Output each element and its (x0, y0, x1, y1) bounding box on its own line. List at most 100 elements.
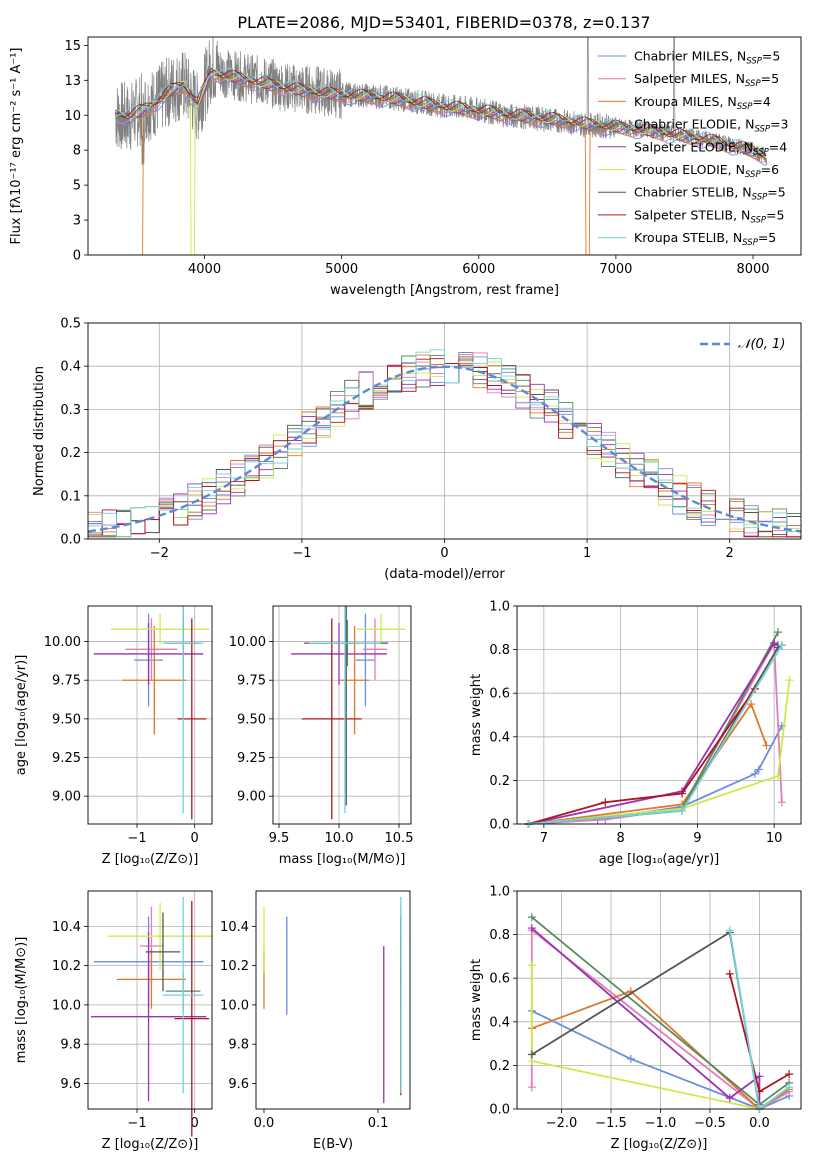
weight-marker (754, 765, 763, 774)
weight-marker (725, 926, 734, 935)
weight-marker (678, 789, 687, 798)
residuals-ytick-label: 0.0 (60, 533, 81, 548)
age_vs_mass-xtick-label: 10.5 (385, 831, 414, 846)
weight_vs_Z-xtick-label: −1.0 (645, 1116, 677, 1131)
normal-reference-curve (87, 365, 802, 533)
weight_vs_age-ytick-label: 0.4 (489, 730, 510, 745)
mass_vs_Z-ylabel: mass [log₁₀(M/M⊙)] (14, 937, 29, 1064)
mass_vs_Z-grid (88, 891, 212, 1109)
spectrum-panel: 4000 5000 6000 7000 8000 0 3 5 8 10 13 15 wavelength… (9, 36, 802, 298)
legend-label: Salpeter MILES, NSSP=5 (634, 71, 779, 89)
age_vs_Z-xtick-label: 0 (191, 831, 199, 846)
weight-series-6 (528, 679, 791, 825)
residuals-xtick-label: 1 (583, 546, 591, 561)
weight-marker (762, 741, 771, 750)
age_vs_Z-frame (87, 605, 213, 825)
spectrum-ytick-label: 5 (73, 179, 81, 194)
spectrum-xtick-label: 7000 (599, 262, 632, 277)
weight_vs_age-xtick-label: 8 (616, 831, 624, 846)
weight_vs_Z-panel: −2.0 −1.5 −1.0 −0.5 0.0 0.0 0.2 0.4 0.6 0.8 1.0 Z [… (469, 885, 802, 1152)
mass_vs_Z-ytick-label: 9.8 (60, 1038, 81, 1053)
legend-label: Kroupa MILES, NSSP=4 (634, 94, 771, 112)
age_vs_mass-grid (273, 606, 411, 824)
mass_vs_ebv-xtick-label: 0.0 (254, 1116, 275, 1131)
mass_vs_Z-xtick-label: 0 (191, 1116, 199, 1131)
residuals-ytick-label: 0.4 (60, 360, 81, 375)
weight_vs_age-ytick-label: 0.6 (489, 687, 510, 702)
weight_vs_age-xlabel: age [log₁₀(age/yr)] (599, 852, 720, 867)
residuals-plot-area (87, 349, 802, 538)
age_vs_Z-ytick-label: 9.50 (52, 712, 81, 727)
age_vs_mass-xtick-label: 9.5 (269, 831, 290, 846)
weight-marker (750, 769, 759, 778)
legend-label: Chabrier MILES, NSSP=5 (634, 49, 780, 67)
weight-marker (626, 1054, 635, 1063)
age_vs_Z-ytick-label: 9.25 (52, 751, 81, 766)
residual-histogram-5 (88, 359, 801, 538)
weight_vs_Z-ytick-label: 0.2 (489, 1059, 510, 1074)
model-line-9 (115, 67, 767, 154)
spectrum-ytick-label: 15 (64, 39, 81, 54)
age_vs_mass-frame (272, 605, 412, 825)
weight-series-8 (528, 688, 756, 825)
weight-marker (785, 1070, 794, 1079)
figure-title: PLATE=2086, MJD=53401, FIBERID=0378, z=0… (237, 13, 650, 32)
weight_vs_Z-plot-area (527, 913, 794, 1113)
weight_vs_Z-ytick-label: 0.0 (489, 1103, 510, 1118)
weight-series-4 (528, 631, 779, 825)
weight-marker (527, 961, 536, 970)
weight-series-1 (531, 1010, 790, 1110)
weight_vs_age-ytick-label: 0.0 (489, 818, 510, 833)
age_vs_Z-plot-area (93, 606, 210, 820)
weight-marker (785, 676, 794, 685)
age_vs_mass-ytick-label: 9.25 (237, 751, 266, 766)
observed-spectrum-line (115, 37, 768, 166)
spectrum-lines (115, 37, 768, 255)
legend-label: Chabrier ELODIE, NSSP=3 (634, 117, 789, 135)
spectrum-plot-area (115, 37, 768, 255)
weight_vs_Z-xtick-label: −0.5 (694, 1116, 726, 1131)
weight-marker (527, 924, 536, 933)
weight_vs_age-xtick-label: 7 (540, 831, 548, 846)
age_vs_Z-grid (88, 606, 212, 824)
weight_vs_Z-xlabel: Z [log₁₀(Z/Z⊙)] (611, 1137, 708, 1152)
weight-marker (725, 969, 734, 978)
age_vs_Z-ylabel: age [log₁₀(age/yr)] (14, 655, 29, 776)
weight-marker (725, 1094, 734, 1103)
residuals-ytick-label: 0.5 (60, 317, 81, 332)
weight_vs_age-xtick-label: 9 (693, 831, 701, 846)
residuals-ylabel: Normed distribution (32, 366, 47, 496)
legend-label: Salpeter STELIB, NSSP=5 (634, 207, 784, 225)
residuals-xtick-label: 2 (726, 546, 734, 561)
age_vs_mass-ytick-label: 9.50 (237, 712, 266, 727)
model-line-8 (115, 69, 767, 157)
mass_vs_ebv-ytick-label: 10.4 (220, 920, 249, 935)
weight_vs_age-plot-area (524, 628, 794, 828)
legend-label: Kroupa STELIB, NSSP=5 (634, 230, 776, 248)
residuals-frame (87, 322, 802, 540)
age_vs_Z-ytick-label: 10.00 (44, 635, 81, 650)
model-line-2 (115, 76, 767, 163)
age_vs_mass-ytick-label: 10.00 (229, 635, 266, 650)
weight_vs_age-grid (517, 605, 801, 825)
spectrum-legend: Chabrier MILES, NSSP=5 Salpeter MILES, NS… (598, 49, 789, 248)
spectrum-ytick-label: 0 (73, 249, 81, 264)
mass_vs_Z-xtick-label: −1 (127, 1116, 146, 1131)
residuals-xtick-label: −2 (150, 546, 169, 561)
weight_vs_age-frame (516, 605, 802, 825)
weight-marker (678, 806, 687, 815)
spectrum-xtick-label: 4000 (188, 262, 221, 277)
residuals-xtick-label: 0 (440, 546, 448, 561)
mass_vs_ebv-frame (255, 890, 411, 1110)
mass_vs_Z-plot-area (90, 896, 212, 1137)
spectrum-xtick-label: 8000 (736, 262, 769, 277)
weight-marker (777, 798, 786, 807)
weight-marker (755, 1072, 764, 1081)
weight_vs_Z-xtick-label: 0.0 (749, 1116, 770, 1131)
age_vs_Z-ytick-label: 9.00 (52, 790, 81, 805)
weight-marker (527, 1083, 536, 1092)
weight_vs_Z-ytick-label: 0.6 (489, 972, 510, 987)
age_vs_Z-xlabel: Z [log₁₀(Z/Z⊙)] (102, 852, 199, 867)
weight_vs_Z-ytick-label: 0.8 (489, 928, 510, 943)
